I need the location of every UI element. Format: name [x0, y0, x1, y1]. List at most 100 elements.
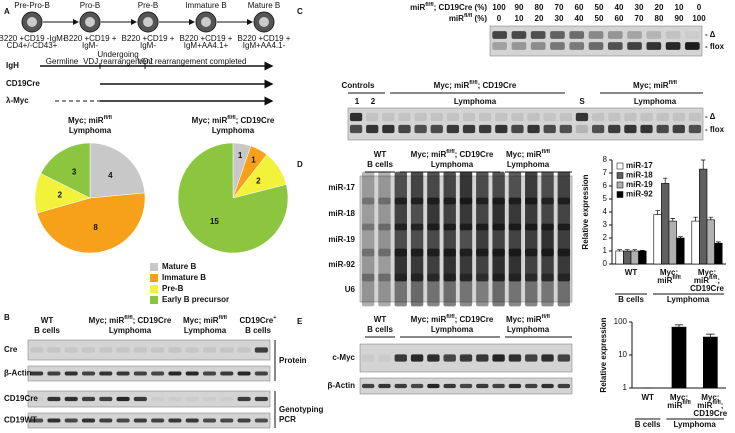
error-bar: [706, 333, 715, 338]
band: [646, 42, 662, 50]
band: [608, 112, 621, 122]
band: [559, 112, 572, 122]
y-tick-label: 0: [603, 259, 608, 268]
legend-label: Early B precursor: [162, 295, 229, 304]
text-part: ; CD19Cre: [455, 315, 494, 324]
band: [479, 124, 492, 134]
legend-label: miR-92: [626, 190, 653, 199]
sample-label: 2: [371, 97, 376, 106]
x-tick-label: Myc;: [698, 268, 716, 277]
stage-nucleus: [259, 17, 269, 27]
x-tick-label: miRfl/fl: [657, 275, 681, 285]
titration-value: 60: [615, 14, 624, 23]
text-part: Myc; miR: [89, 316, 125, 325]
band: [410, 354, 424, 362]
band: [366, 124, 379, 134]
titration-value: 50: [595, 14, 604, 23]
band: [476, 273, 489, 307]
band: [443, 273, 456, 307]
superscript: fl/fl: [709, 275, 718, 281]
band: [443, 248, 456, 282]
legend-swatch: [616, 172, 624, 179]
band: [608, 124, 621, 134]
text-part: Myc; miR: [411, 315, 447, 324]
superscript: fl/fl: [682, 400, 691, 406]
band: [254, 396, 268, 402]
band: [476, 354, 489, 362]
stage-marker: IgM-: [140, 41, 156, 50]
titration-value: 30: [555, 14, 564, 23]
text-part: ;: [721, 401, 724, 410]
band: [656, 124, 669, 134]
band: [557, 383, 571, 389]
panel-label: E: [297, 317, 303, 326]
lane-header: B cells: [367, 325, 393, 334]
stage-marker: B220 +CD19 +: [122, 34, 175, 43]
bar: [714, 242, 723, 265]
band: [443, 171, 456, 205]
row-label: Cre: [4, 345, 18, 354]
blot: [27, 365, 271, 382]
pie-slice: [36, 192, 146, 254]
band: [557, 248, 571, 282]
lane-header: WT: [374, 315, 387, 324]
slice-label: 15: [210, 217, 219, 226]
band: [394, 197, 407, 231]
x-tick-label: CD19Cre: [693, 409, 727, 418]
band: [394, 223, 407, 257]
stage-nucleus: [201, 17, 211, 27]
band: [81, 371, 96, 376]
band: [541, 383, 554, 389]
band: [569, 42, 585, 50]
y-tick-label: 3: [603, 220, 608, 229]
bar: [661, 183, 670, 265]
row-label: miR-19: [328, 235, 355, 244]
x-tick-label: WT: [625, 268, 638, 277]
band: [361, 197, 375, 231]
band: [527, 124, 540, 134]
blot: [489, 25, 703, 57]
band: [99, 418, 113, 423]
y-axis-label: Relative expression: [581, 174, 590, 249]
band: [672, 112, 685, 122]
y-tick-label: 1: [623, 383, 628, 392]
band: [382, 112, 395, 122]
band: [185, 396, 199, 402]
band: [185, 418, 199, 423]
error-bar: [693, 216, 698, 222]
band: [459, 197, 473, 231]
x-tick-label: miRfl/fl;: [694, 275, 720, 285]
band: [151, 418, 165, 423]
text-part: ; CD19Cre: [133, 316, 172, 325]
titration-value: 20: [655, 3, 664, 12]
legend-label: miR-17: [626, 161, 653, 170]
band: [511, 112, 524, 122]
band: [492, 354, 505, 362]
band: [476, 197, 489, 231]
band: [185, 347, 199, 353]
band: [81, 396, 96, 402]
titration-value: 80: [655, 14, 664, 23]
band: [627, 42, 642, 50]
slice-label: 1: [238, 151, 243, 160]
row-label: β-Actin: [327, 381, 355, 390]
band: [508, 171, 522, 205]
titration-value: 50: [595, 3, 604, 12]
lane-header: Lymphoma: [431, 160, 474, 169]
stage-marker: IgM-: [82, 41, 98, 50]
band: [462, 124, 476, 134]
x-tick-label: Myc;: [660, 268, 678, 277]
band: [607, 42, 623, 50]
band: [446, 124, 460, 134]
y-tick-label: 7: [603, 168, 608, 177]
y-axis-label: Relative expression: [599, 317, 608, 392]
titration-value: 60: [575, 3, 584, 12]
lane-header: Lymphoma: [109, 326, 152, 335]
band: [459, 223, 473, 257]
y-tick-label: 8: [603, 155, 608, 164]
titration-value: 10: [515, 14, 524, 23]
band: [378, 354, 391, 362]
superscript: fl/fl: [712, 400, 721, 406]
blot: [347, 107, 704, 141]
